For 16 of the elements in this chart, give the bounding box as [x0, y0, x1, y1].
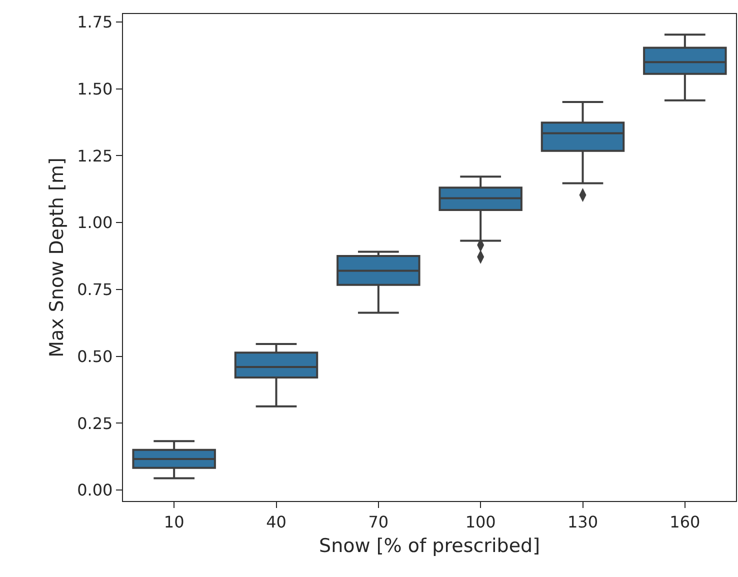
x-axis-title: Snow [% of prescribed]: [319, 535, 540, 558]
x-tick-label: 100: [465, 512, 496, 532]
y-axis-title: Max Snow Depth [m]: [46, 158, 68, 358]
x-tick-label: 70: [368, 512, 389, 532]
x-tick-label: 40: [266, 512, 286, 532]
x-tick-label: 10: [164, 512, 184, 532]
y-tick-label: 0.25: [77, 414, 113, 433]
x-tick-label: 130: [567, 512, 598, 532]
y-tick-label: 1.75: [77, 12, 113, 32]
y-tick-label: 1.00: [77, 213, 113, 232]
x-tick-label: 160: [670, 512, 700, 532]
y-tick-label: 1.50: [77, 79, 113, 98]
y-tick-label: 0.75: [77, 280, 113, 300]
y-tick-label: 1.25: [77, 146, 113, 166]
y-tick-label: 0.00: [77, 480, 113, 500]
y-tick-label: 0.50: [77, 346, 113, 366]
